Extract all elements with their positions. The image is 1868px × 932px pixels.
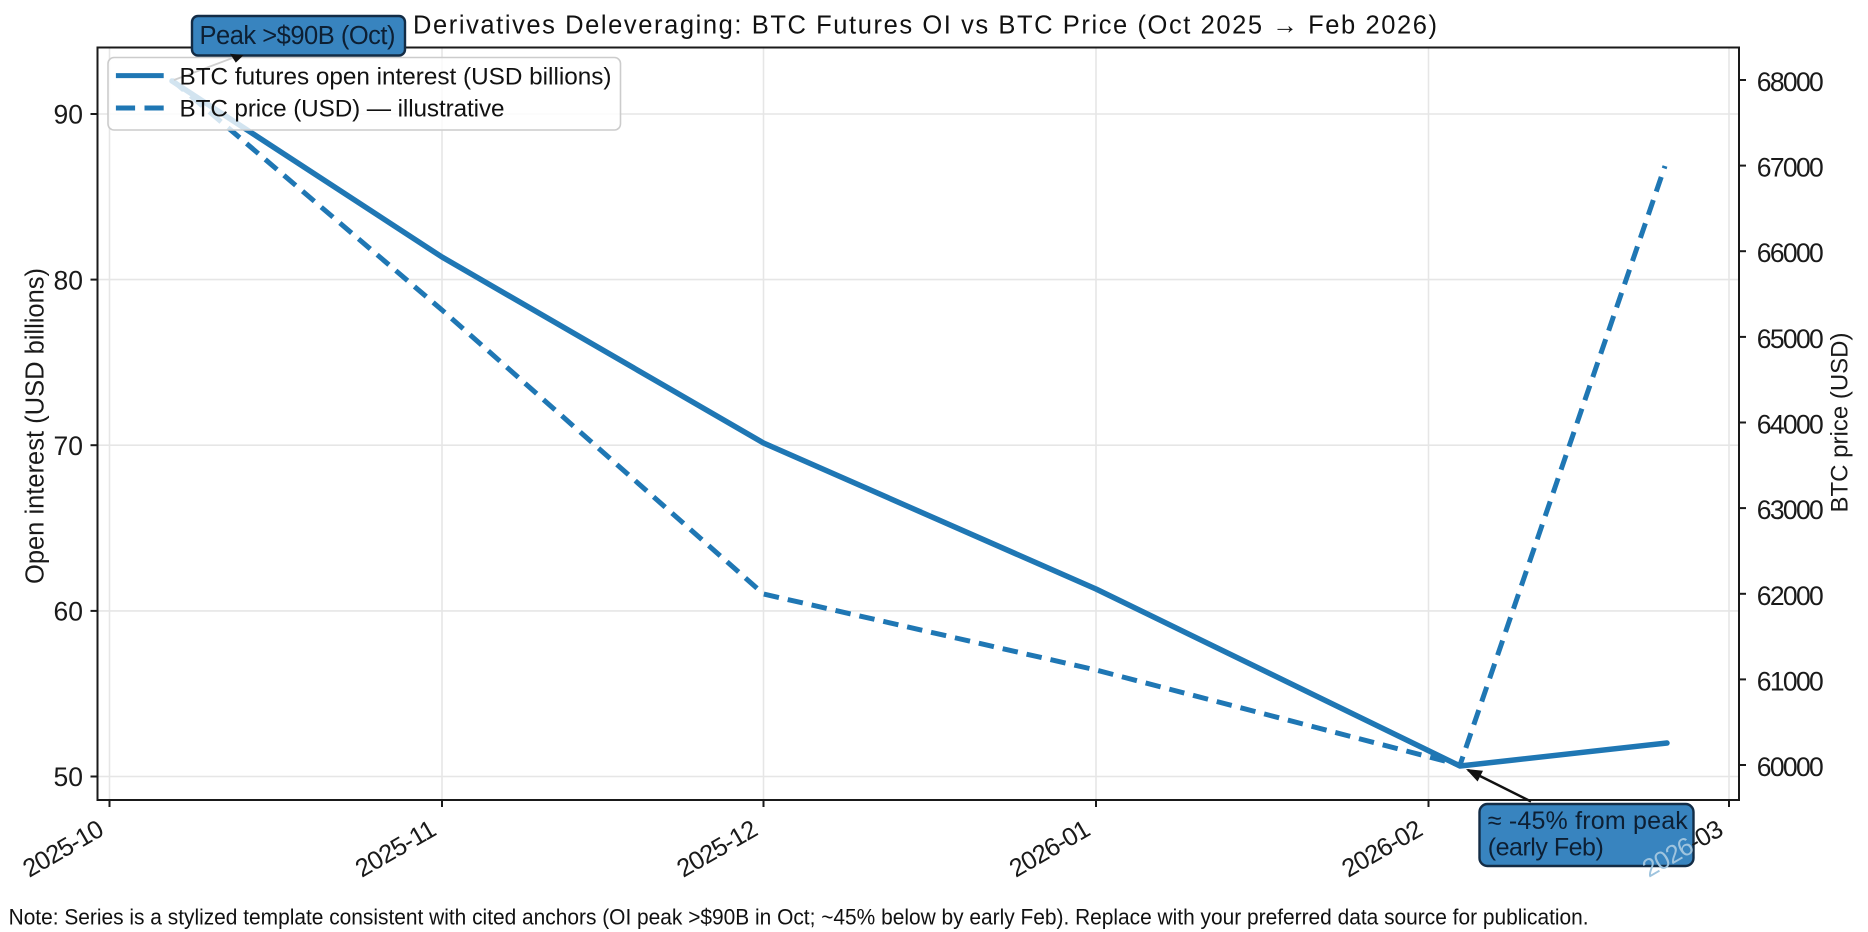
svg-text:Derivatives Deleveraging: BTC: Derivatives Deleveraging: BTC Futures OI… [413, 12, 1437, 40]
svg-text:66000: 66000 [1757, 238, 1824, 268]
svg-text:63000: 63000 [1757, 495, 1824, 525]
svg-text:80: 80 [54, 265, 83, 295]
svg-text:64000: 64000 [1757, 410, 1824, 440]
svg-text:50: 50 [54, 762, 83, 792]
svg-text:70: 70 [54, 431, 83, 461]
svg-text:Peak >$90B (Oct): Peak >$90B (Oct) [200, 22, 396, 50]
svg-text:90: 90 [54, 100, 83, 130]
svg-text:≈ -45% from peak: ≈ -45% from peak [1488, 807, 1689, 835]
svg-text:62000: 62000 [1757, 581, 1824, 611]
svg-text:BTC price (USD): BTC price (USD) [1827, 332, 1854, 512]
svg-text:BTC futures open interest (USD: BTC futures open interest (USD billions) [180, 64, 612, 91]
svg-text:60000: 60000 [1757, 752, 1824, 782]
svg-text:67000: 67000 [1757, 153, 1824, 183]
svg-text:68000: 68000 [1757, 67, 1824, 97]
svg-text:Note: Series is a stylized tem: Note: Series is a stylized template cons… [9, 905, 1589, 930]
svg-text:60: 60 [54, 597, 83, 627]
svg-text:(early Feb): (early Feb) [1488, 834, 1604, 862]
svg-text:65000: 65000 [1757, 324, 1824, 354]
svg-text:BTC price (USD) — illustrative: BTC price (USD) — illustrative [180, 96, 505, 123]
svg-text:Open interest (USD billions): Open interest (USD billions) [22, 268, 50, 584]
svg-text:61000: 61000 [1757, 666, 1824, 696]
